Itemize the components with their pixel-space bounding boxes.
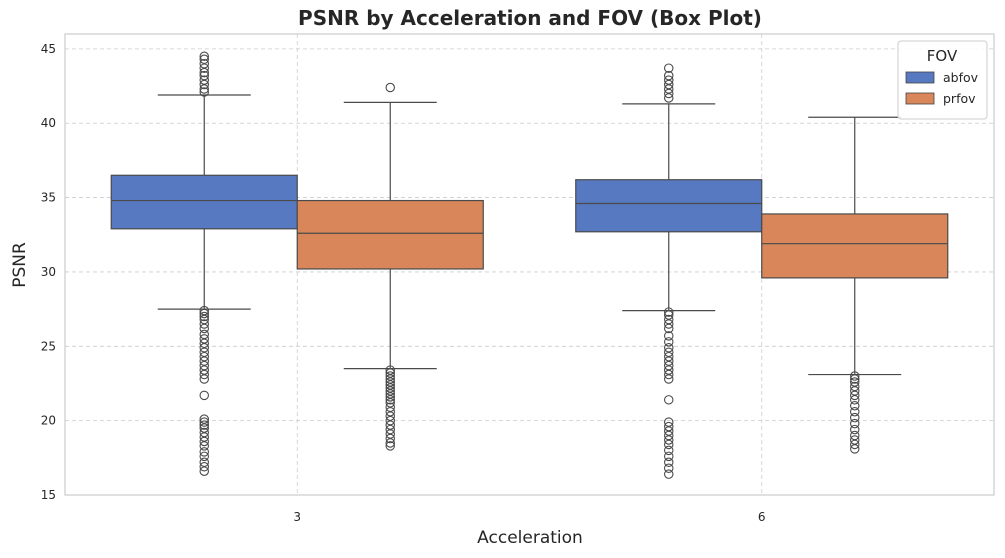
outlier-point (199, 63, 210, 73)
outlier-point (199, 417, 210, 427)
outlier-point (385, 441, 395, 451)
box-prfov-acc6 (761, 116, 949, 454)
box-body (761, 213, 949, 279)
outlier-point (199, 79, 210, 90)
legend: FOV abfov prfov (897, 40, 988, 120)
outlier-point (663, 93, 674, 103)
outlier-point (199, 84, 210, 94)
outlier-point (663, 457, 674, 468)
box-body (296, 199, 484, 270)
y-axis-label: PSNR (10, 242, 30, 288)
outlier-point (849, 444, 860, 454)
outlier-point (199, 390, 210, 401)
outlier-point (849, 395, 860, 405)
outlier-point (663, 323, 674, 334)
box-prfov-acc3 (296, 82, 484, 451)
legend-label-abfov: abfov (943, 70, 979, 85)
outlier-point (663, 331, 674, 341)
outlier-point (849, 390, 860, 401)
outlier-point (199, 308, 210, 319)
outlier-point (663, 469, 674, 479)
outlier-point (663, 369, 674, 380)
outlier-point (663, 374, 674, 384)
box-body (575, 179, 763, 233)
outlier-point (199, 441, 210, 451)
y-tick-label: 30 (41, 265, 56, 279)
x-tick-label: 6 (758, 510, 766, 524)
outlier-point (199, 447, 210, 457)
outlier-point (199, 67, 210, 78)
outlier-point (385, 392, 395, 402)
y-tick-label: 20 (41, 414, 56, 428)
outlier-point (663, 439, 674, 450)
outlier-point (663, 395, 674, 405)
outlier-point (385, 438, 395, 448)
outlier-point (849, 374, 860, 384)
y-tick-label: 25 (41, 339, 56, 353)
outlier-point (849, 401, 860, 411)
outlier-point (199, 466, 210, 476)
legend-title: FOV (927, 47, 958, 65)
outlier-point (385, 82, 395, 93)
outlier-point (849, 406, 860, 417)
outlier-point (849, 439, 860, 450)
outlier-point (199, 374, 210, 384)
legend-swatch-prfov (905, 92, 935, 105)
outlier-point (199, 323, 210, 334)
y-axis-ticks: 15 20 25 30 35 40 45 (41, 42, 56, 502)
outlier-point (849, 424, 860, 435)
legend-label-prfov: prfov (943, 91, 976, 106)
outlier-point (199, 451, 210, 462)
outlier-point (199, 319, 210, 329)
outlier-point (849, 418, 860, 429)
outlier-point (663, 307, 674, 317)
outlier-point (663, 88, 674, 99)
outlier-point (663, 435, 674, 445)
x-axis-label: Acceleration (477, 528, 583, 548)
outlier-point (663, 445, 674, 456)
box-abfov-acc6 (575, 63, 763, 479)
outlier-point (385, 433, 395, 444)
x-tick-label: 3 (293, 510, 301, 524)
outlier-point (199, 369, 210, 380)
box-groups (110, 51, 949, 479)
y-tick-label: 40 (41, 116, 56, 130)
outlier-point (385, 395, 395, 405)
plot-frame (64, 33, 995, 496)
outlier-point (199, 461, 210, 472)
outlier-point (199, 311, 210, 322)
box-abfov-acc3 (110, 51, 298, 476)
y-tick-label: 45 (41, 42, 56, 56)
outlier-point (849, 412, 860, 423)
outlier-point (199, 87, 210, 97)
outlier-point (663, 463, 674, 473)
legend-swatch-abfov (905, 71, 935, 84)
y-tick-label: 15 (41, 488, 56, 502)
outlier-point (849, 371, 860, 381)
box-body (110, 174, 298, 230)
outlier-point (199, 51, 210, 62)
outlier-point (199, 436, 210, 447)
outlier-point (199, 420, 210, 430)
outlier-point (663, 63, 674, 73)
outlier-point (663, 337, 674, 347)
y-tick-label: 35 (41, 191, 56, 205)
outlier-point (663, 319, 674, 329)
chart-title: PSNR by Acceleration and FOV (Box Plot) (298, 6, 762, 30)
outlier-point (663, 451, 674, 462)
